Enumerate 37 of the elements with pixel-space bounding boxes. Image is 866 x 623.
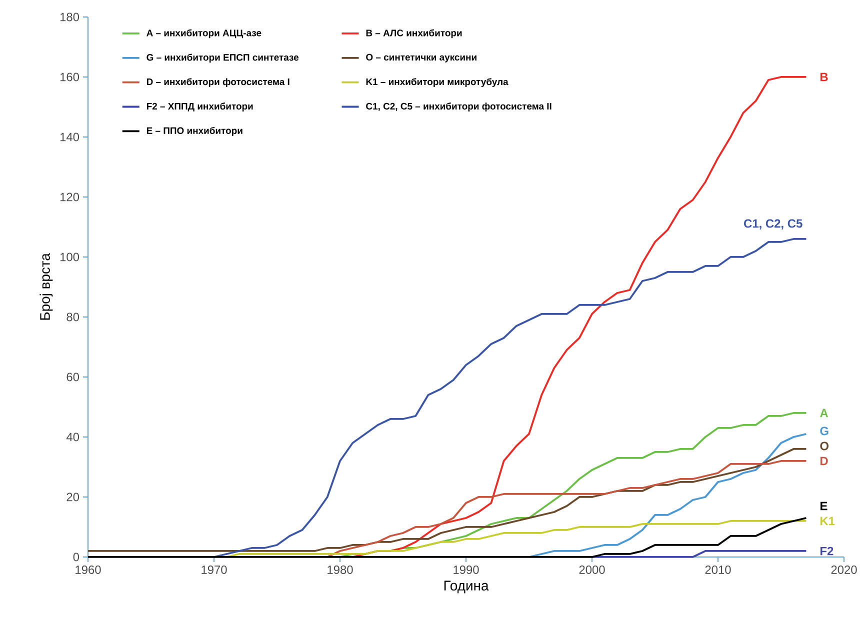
legend-label: F2 – ХППД инхибитори — [146, 102, 253, 112]
x-tick-label: 2010 — [705, 566, 731, 574]
annotation: A — [820, 408, 828, 418]
annotation: E — [820, 502, 828, 510]
y-tick-label: 60 — [66, 372, 80, 382]
x-tick-label: 1990 — [454, 566, 479, 574]
x-axis-title: Година — [444, 580, 489, 594]
x-tick-label: 2020 — [831, 566, 857, 574]
legend-label: C1, C2, C5 – инхибитори фотосистема II — [366, 102, 552, 112]
annotation: B — [820, 72, 828, 82]
legend-label: A – инхибитори АЦЦ-азе — [146, 29, 262, 38]
annotation: F2 — [820, 546, 834, 556]
legend-label: D – инхибитори фотосистема I — [146, 78, 290, 88]
y-tick-label: 160 — [60, 72, 80, 82]
annotation: G — [820, 426, 828, 436]
annotation: C1, C2, C5 — [744, 219, 802, 230]
y-tick-label: 40 — [66, 432, 80, 442]
annotation: K1 — [820, 516, 835, 526]
y-axis-title: Број врста — [40, 253, 53, 320]
annotation: D — [820, 456, 828, 466]
y-tick-label: 180 — [60, 12, 80, 22]
x-tick-label: 1960 — [76, 566, 101, 574]
x-tick-label: 1980 — [328, 566, 353, 574]
x-tick-label: 1970 — [202, 566, 227, 574]
legend-label: K1 – инхибитори микротубула — [366, 78, 508, 88]
annotation: O — [820, 442, 829, 450]
y-tick-label: 120 — [60, 192, 80, 202]
y-tick-label: 20 — [66, 492, 80, 502]
legend-label: O – синтетички ауксини — [366, 54, 476, 62]
y-tick-label: 0 — [73, 552, 80, 562]
y-tick-label: 80 — [66, 312, 80, 322]
legend-label: E – ППО инхибитори — [146, 126, 242, 136]
legend-label: G – инхибитори ЕПСП синтетазе — [146, 54, 299, 63]
y-tick-label: 140 — [60, 132, 80, 142]
y-tick-label: 100 — [60, 252, 80, 262]
x-tick-label: 2000 — [579, 566, 605, 574]
legend-label: B – АЛС инхибитори — [366, 29, 462, 38]
